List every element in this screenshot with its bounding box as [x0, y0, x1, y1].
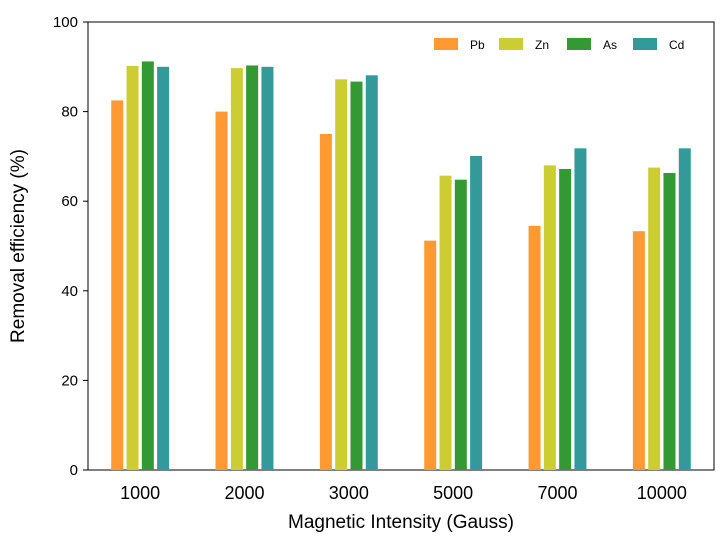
bar-as-1000	[141, 61, 154, 470]
bar-cd-10000	[678, 148, 691, 470]
bar-cd-3000	[365, 75, 378, 470]
bar-as-2000	[246, 65, 259, 471]
legend-label-as: As	[603, 38, 617, 52]
bar-zn-3000	[335, 79, 348, 471]
x-tick-label: 3000	[329, 483, 369, 503]
bar-zn-5000	[439, 175, 452, 470]
bars-layer	[111, 61, 691, 471]
bar-pb-10000	[632, 231, 645, 470]
bar-cd-2000	[261, 66, 274, 471]
legend-label-pb: Pb	[470, 38, 485, 52]
plot-frame	[87, 21, 715, 471]
bar-as-10000	[663, 172, 676, 470]
x-tick-label: 7000	[537, 483, 577, 503]
bar-pb-1000	[111, 100, 124, 471]
bar-as-7000	[559, 168, 572, 470]
bar-zn-2000	[230, 68, 243, 471]
bar-pb-5000	[424, 240, 437, 470]
legend-label-zn: Zn	[535, 38, 549, 52]
x-tick-label: 2000	[224, 483, 264, 503]
y-tick-label: 100	[53, 14, 78, 31]
bar-cd-5000	[470, 155, 483, 470]
bar-cd-7000	[574, 148, 587, 470]
legend-swatch-cd	[633, 38, 657, 50]
bar-as-5000	[454, 179, 467, 471]
legend-swatch-pb	[434, 38, 458, 50]
x-tick-label: 5000	[433, 483, 473, 503]
bar-pb-7000	[528, 225, 541, 470]
bar-pb-2000	[215, 111, 228, 470]
bar-zn-7000	[543, 165, 556, 471]
y-axis-title: Removal efficiency (%)	[8, 149, 29, 343]
legend-label-cd: Cd	[669, 38, 684, 52]
bar-pb-3000	[319, 134, 332, 470]
y-tick-label: 0	[70, 462, 78, 479]
bar-zn-10000	[648, 167, 661, 470]
x-axis-title: Magnetic Intensity (Gauss)	[288, 512, 514, 533]
legend-swatch-zn	[499, 38, 523, 50]
bar-zn-1000	[126, 65, 139, 471]
y-tick-label: 20	[61, 372, 78, 389]
bar-as-3000	[350, 81, 363, 471]
legend-swatch-as	[567, 38, 591, 50]
legend: Pb Zn As Cd	[434, 38, 684, 52]
y-axis: 0 20 40 60 80 100	[53, 14, 88, 479]
bar-cd-1000	[157, 66, 170, 471]
x-tick-label: 1000	[120, 483, 160, 503]
y-tick-label: 40	[61, 283, 78, 300]
x-axis: 1000 2000 3000 5000 7000 10000	[120, 483, 687, 503]
y-tick-label: 60	[61, 193, 78, 210]
x-tick-label: 10000	[637, 483, 687, 503]
y-tick-label: 80	[61, 104, 78, 121]
